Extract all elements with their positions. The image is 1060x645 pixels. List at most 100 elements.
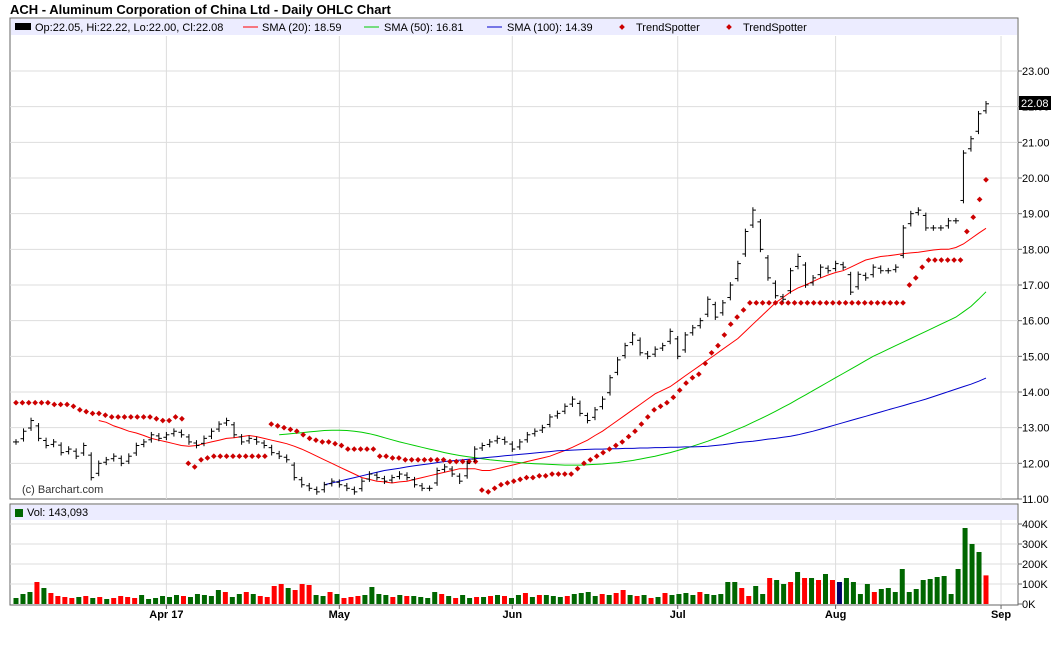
- volume-bar: [390, 597, 396, 604]
- ohlc-bar: [223, 417, 230, 426]
- trendspotter-marker: [855, 300, 862, 306]
- volume-bar: [704, 594, 710, 604]
- ohlc-bar: [155, 433, 162, 442]
- ohlc-bar: [479, 442, 486, 451]
- volume-bar: [453, 598, 459, 604]
- trendspotter-marker: [293, 428, 300, 435]
- volume-bar: [920, 580, 926, 604]
- trendspotter-marker: [740, 307, 747, 313]
- ohlc-bar: [133, 442, 140, 456]
- trendspotter-marker: [485, 489, 492, 495]
- volume-bar: [816, 580, 822, 604]
- ohlc-bar: [546, 414, 553, 428]
- volume-bar: [418, 597, 424, 604]
- watermark: (c) Barchart.com: [22, 484, 103, 496]
- trendspotter-marker: [536, 472, 543, 479]
- ohlc-bar: [471, 446, 478, 462]
- ohlc-bar: [825, 265, 832, 274]
- trend1-legend-text: TrendSpotter: [636, 22, 700, 34]
- ohlc-bar: [659, 342, 666, 351]
- trendspotter-marker: [849, 300, 855, 306]
- volume-bar: [774, 580, 780, 604]
- trendspotter-marker: [734, 314, 740, 320]
- volume-bar: [111, 598, 117, 604]
- ohlc-bar: [170, 428, 177, 437]
- volume-bar: [83, 596, 89, 604]
- volume-bar: [313, 595, 319, 604]
- ohlc-bar: [494, 435, 501, 444]
- trendspotter-marker: [600, 449, 606, 456]
- volume-bar: [278, 584, 284, 604]
- volume-bar: [767, 578, 773, 604]
- ohlc-bar: [682, 332, 689, 353]
- trendspotter-marker: [70, 403, 77, 410]
- volume-bar: [662, 593, 668, 604]
- volume-bar: [669, 595, 675, 604]
- trendspotter-marker: [881, 300, 887, 306]
- volume-bar: [585, 592, 591, 604]
- x-tick-label: Apr 17: [149, 609, 183, 621]
- ohlc-bar: [313, 486, 320, 495]
- volume-bar: [795, 572, 801, 604]
- trendspotter-marker: [625, 433, 632, 440]
- ohlc-bar: [140, 439, 147, 448]
- ohlc-bar: [449, 466, 456, 477]
- trendspotter-marker: [861, 300, 868, 306]
- ohlc-bar: [20, 428, 27, 442]
- trendspotter-marker: [421, 456, 428, 463]
- ohlc-bar: [629, 332, 636, 346]
- price-y-tick-label: 16.00: [1022, 316, 1050, 328]
- volume-bar: [543, 595, 549, 604]
- trendspotter-marker: [19, 399, 26, 406]
- volume-bar: [718, 594, 724, 604]
- volume-bar: [522, 593, 528, 604]
- trendspotter-marker: [179, 415, 185, 422]
- volume-bar: [439, 594, 445, 604]
- trendspotter-marker: [159, 417, 166, 424]
- volume-bar: [160, 596, 166, 604]
- sma100-legend-text: SMA (100): 14.39: [507, 22, 593, 34]
- ohlc-bar: [644, 350, 651, 360]
- ohlc-bar: [343, 482, 350, 492]
- ohlc-bar: [178, 429, 185, 438]
- trendspotter-marker: [427, 456, 434, 463]
- volume-bar: [529, 597, 535, 604]
- volume-bar: [146, 599, 152, 604]
- trendspotter-marker: [919, 264, 926, 270]
- volume-bar: [627, 595, 633, 604]
- ohlc-legend-swatch: [15, 23, 31, 30]
- trendspotter-marker: [185, 460, 192, 467]
- ohlc-bar: [561, 403, 568, 415]
- trendspotter-marker: [759, 300, 766, 306]
- trendspotter-marker: [300, 431, 306, 438]
- volume-bar: [292, 590, 298, 604]
- volume-bar: [983, 575, 989, 604]
- volume-bar: [425, 598, 431, 604]
- trendspotter-marker: [606, 446, 613, 452]
- volume-bar: [118, 596, 124, 604]
- ohlc-bar: [246, 435, 253, 444]
- trendspotter-marker: [970, 214, 977, 221]
- x-axis: Apr 17 May Jun Jul Aug Sep: [149, 605, 1011, 621]
- ohlc-bar: [193, 440, 200, 449]
- trend2-legend-marker: [726, 24, 732, 30]
- ohlc-bar: [366, 471, 373, 482]
- ohlc-bar: [584, 412, 591, 424]
- ohlc-bar: [291, 462, 298, 481]
- volume-bar: [69, 598, 75, 604]
- volume-bar: [236, 594, 242, 604]
- ohlc-bar: [426, 485, 433, 492]
- trendspotter-marker: [581, 460, 587, 467]
- ohlc-bar: [441, 464, 448, 473]
- ohlc-legend-text: Op:22.05, Hi:22.22, Lo:22.00, Cl:22.08: [35, 22, 223, 34]
- volume-bar: [362, 595, 368, 604]
- trendspotter-marker: [906, 282, 913, 288]
- trendspotter-marker: [115, 414, 121, 420]
- trendspotter-marker: [696, 371, 702, 377]
- volume-bar: [153, 598, 159, 604]
- trendspotter-marker: [313, 437, 319, 443]
- ohlc-bar: [208, 428, 215, 440]
- trendspotter-marker: [766, 300, 772, 306]
- volume-bar: [139, 595, 145, 604]
- ohlc-bar: [892, 264, 899, 273]
